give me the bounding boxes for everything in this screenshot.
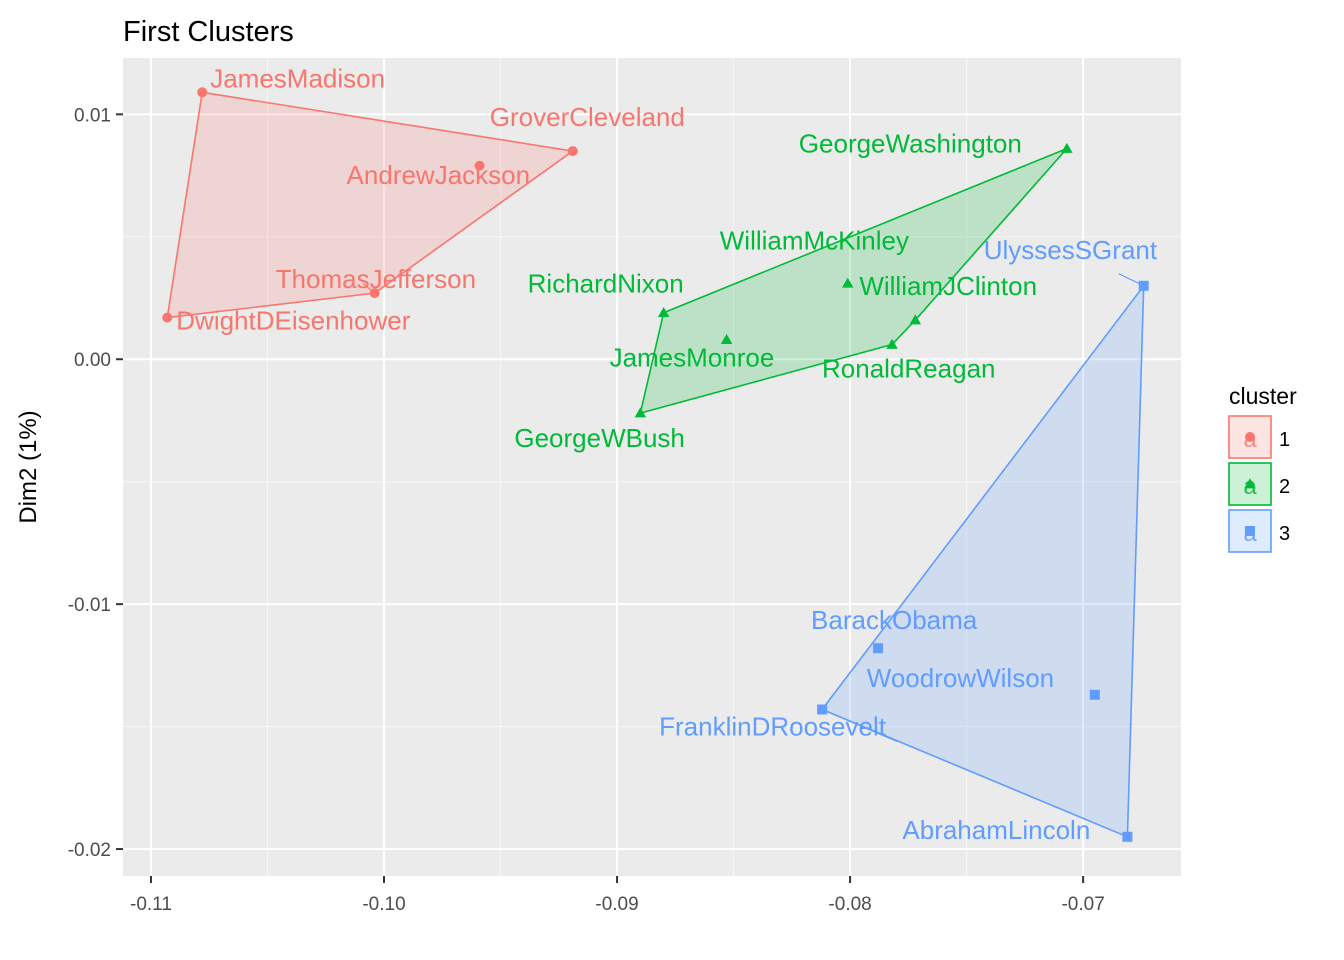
point-barack-obama bbox=[873, 643, 884, 654]
legend-key-3-glyph: a bbox=[1243, 520, 1257, 547]
label-woodrow-wilson: WoodrowWilson bbox=[867, 663, 1054, 693]
legend-label-3: 3 bbox=[1279, 523, 1290, 545]
y-axis-title: Dim2 (1%) bbox=[15, 410, 42, 523]
label-richard-nixon: RichardNixon bbox=[528, 269, 684, 299]
cluster-hulls bbox=[166, 91, 1145, 839]
point-grover-cleveland bbox=[567, 146, 578, 157]
point-thomas-jefferson bbox=[369, 288, 380, 299]
legend-key-3-marker bbox=[1245, 526, 1255, 536]
legend-title: cluster bbox=[1229, 383, 1297, 409]
legend-label-1: 1 bbox=[1279, 429, 1290, 451]
label-james-monroe: JamesMonroe bbox=[610, 343, 775, 373]
point-andrew-jackson bbox=[474, 160, 485, 171]
x-axis: -0.11 -0.10 -0.09 -0.08 -0.07 bbox=[130, 876, 1105, 915]
y-tick-label: -0.02 bbox=[68, 840, 111, 861]
y-tick-label: 0.01 bbox=[74, 105, 111, 126]
label-william-mc-kinley: WilliamMcKinley bbox=[720, 225, 909, 255]
point-james-madison bbox=[197, 87, 208, 98]
point-ronald-reagan bbox=[886, 338, 898, 349]
point-dwight-d-eisenhower bbox=[162, 312, 173, 323]
point-james-monroe bbox=[720, 333, 733, 344]
point-ulysses-s-grant bbox=[1138, 280, 1149, 291]
point-labels: JamesMadison GroverCleveland AndrewJackson… bbox=[176, 63, 1158, 845]
leader-franklin-d-roosevelt bbox=[821, 708, 898, 743]
y-tick-label: -0.01 bbox=[68, 595, 111, 616]
label-ronald-reagan: RonaldReagan bbox=[822, 354, 995, 384]
label-james-madison: JamesMadison bbox=[210, 63, 385, 93]
label-abraham-lincoln: AbrahamLincoln bbox=[902, 815, 1090, 845]
plot-panel bbox=[123, 58, 1181, 876]
chart-title: First Clusters bbox=[123, 16, 294, 48]
cluster-3-hull bbox=[820, 283, 1145, 839]
legend-key-1-marker bbox=[1245, 432, 1255, 442]
label-george-w-bush: GeorgeWBush bbox=[514, 423, 685, 453]
legend-key-2-marker bbox=[1244, 478, 1256, 489]
label-thomas-jefferson: ThomasJefferson bbox=[276, 264, 476, 294]
y-tick-label: 0.00 bbox=[74, 350, 111, 371]
point-franklin-d-roosevelt bbox=[817, 704, 828, 715]
x-tick-label: -0.07 bbox=[1061, 894, 1104, 915]
cluster-2-hull bbox=[639, 147, 1068, 415]
y-axis: -0.02 -0.01 0.00 0.01 bbox=[68, 105, 123, 861]
label-barack-obama: BarackObama bbox=[811, 605, 978, 635]
legend-key-2-glyph: a bbox=[1243, 473, 1257, 500]
point-william-j-clinton bbox=[909, 314, 922, 325]
x-tick-label: -0.09 bbox=[595, 894, 638, 915]
x-tick-label: -0.10 bbox=[362, 894, 405, 915]
label-george-washington: GeorgeWashington bbox=[799, 129, 1022, 159]
point-woodrow-wilson bbox=[1089, 689, 1100, 700]
legend-label-2: 2 bbox=[1279, 476, 1290, 498]
label-grover-cleveland: GroverCleveland bbox=[490, 102, 685, 132]
label-ulysses-s-grant: UlyssesSGrant bbox=[984, 235, 1158, 265]
x-tick-label: -0.11 bbox=[130, 894, 172, 915]
label-andrew-jackson: AndrewJackson bbox=[347, 160, 531, 190]
grid-lines bbox=[123, 58, 1181, 876]
point-abraham-lincoln bbox=[1122, 831, 1133, 842]
x-tick-label: -0.08 bbox=[828, 894, 871, 915]
legend-key-1-glyph: a bbox=[1243, 426, 1257, 453]
legend: cluster a 1a 2a 3 bbox=[1228, 383, 1297, 553]
label-william-j-clinton: WilliamJClinton bbox=[859, 271, 1037, 301]
label-dwight-d-eisenhower: DwightDEisenhower bbox=[176, 306, 410, 336]
point-william-mc-kinley bbox=[842, 277, 854, 288]
data-points bbox=[162, 87, 1149, 842]
label-franklin-d-roosevelt: FranklinDRoosevelt bbox=[659, 711, 887, 741]
point-richard-nixon bbox=[657, 306, 670, 318]
point-george-washington bbox=[1061, 142, 1073, 153]
point-george-w-bush bbox=[634, 407, 647, 418]
